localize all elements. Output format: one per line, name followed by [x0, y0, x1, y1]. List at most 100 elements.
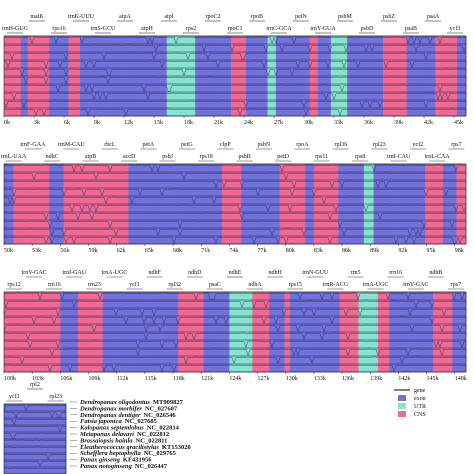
conservation-curve [4, 220, 467, 229]
x-tick-label: 24k [244, 120, 253, 126]
gene-label: petN [295, 14, 307, 20]
conservation-curve [3, 432, 67, 439]
x-tick-label: 21k [214, 120, 223, 126]
gene-label: psbB [238, 154, 250, 160]
x-tick-label: 121k [201, 376, 213, 382]
gene-label: trnY-GUA [310, 26, 336, 32]
x-tick-label: 142k [398, 376, 410, 382]
conservation-curve [3, 164, 466, 173]
gene-label: petD [277, 154, 289, 160]
x-tick-label: 27k [274, 120, 283, 126]
species-accession: NC_022814 [147, 425, 180, 432]
gene-label: rps7 [451, 282, 461, 288]
species-label: Kalopanax septemlobus NC_022814 [79, 425, 180, 432]
legend-label: gene [414, 388, 426, 394]
gene-label: ndhE [229, 270, 242, 276]
species-accession: KF431956 [123, 457, 152, 464]
species-name: Fatsia japonica [80, 418, 122, 425]
conservation-curve [3, 180, 467, 189]
track-frame [3, 403, 67, 474]
x-tick-label: 124k [229, 376, 241, 382]
x-tick-label: 98k [455, 248, 464, 254]
conservation-curve [3, 446, 67, 448]
x-tick-label: 112k [117, 376, 129, 382]
gene-label: clpP [220, 142, 231, 148]
conservation-curve [3, 340, 467, 349]
gene-label: trnA-UGC [363, 282, 389, 288]
gene-label: atpB [85, 154, 96, 160]
gene-label: trnA-UGC [102, 270, 128, 276]
x-tick-label: 0k [4, 120, 10, 126]
gene-label: rbcL [104, 142, 116, 148]
legend-swatch [398, 403, 406, 409]
species-name: Kalopanax septemlobus [79, 425, 144, 432]
gene-label: psbZ [383, 14, 395, 20]
x-tick-label: 53k [32, 248, 41, 254]
x-tick-label: 18k [184, 120, 193, 126]
conservation-curve [4, 228, 467, 237]
species-label: Metapanax delavayi NC_022812 [79, 431, 169, 438]
gene-label: rpl32 [168, 282, 181, 288]
gene-label: trnM-CAU [58, 142, 85, 148]
conservation-curve [3, 292, 467, 301]
conservation-curve [3, 188, 467, 197]
gene-label: matK [30, 14, 44, 20]
legend-label: exon [414, 396, 426, 402]
species-label: Fatsia japonica NC_027685 [80, 418, 158, 425]
species-accession: KT153020 [162, 444, 191, 451]
gene-label: rpoA [296, 142, 309, 148]
gene-label: psaA [427, 14, 440, 20]
gene-label: ndhH [269, 270, 283, 276]
gene-label: rps2 [186, 26, 196, 32]
conservation-curve [4, 453, 67, 461]
conservation-curve [3, 204, 467, 213]
gene-label: trnH-GUG [2, 26, 29, 32]
species-accession: NC_026447 [135, 463, 168, 470]
gene-label: trnR-ACG [323, 282, 349, 288]
gene-label: trnV-GAC [403, 282, 428, 288]
gene-label: rpoB [251, 14, 263, 20]
x-tick-label: 56k [60, 248, 69, 254]
x-tick-label: 50k [4, 248, 13, 254]
species-label: Dendropanax dentiger NC_026546 [79, 412, 176, 419]
gene-label: ndhA [248, 282, 262, 288]
conservation-curve [3, 172, 467, 181]
conservation-curve [3, 411, 67, 419]
x-tick-label: 100k [4, 376, 16, 382]
x-tick-label: 95k [427, 248, 436, 254]
gene-label: ycf2 [9, 393, 20, 400]
conservation-curve [4, 364, 467, 373]
x-tick-label: 115k [145, 376, 157, 382]
gene-label: psbM [338, 14, 352, 20]
species-label: Dendropanax morbifer NC_027607 [79, 405, 178, 412]
conservation-curve [3, 76, 466, 85]
x-tick-label: 42k [424, 120, 433, 126]
conservation-curve [3, 404, 67, 412]
gene-label: trnC-GCA [266, 26, 292, 32]
gene-label: ycf3 [450, 25, 461, 32]
gene-label: rps16 [52, 26, 65, 32]
gene-label: petG [181, 142, 193, 148]
x-tick-label: 30k [304, 120, 313, 126]
gene-label: trnF-GAA [20, 142, 46, 148]
gene-label: rpl23 [49, 394, 62, 400]
species-name: Panax ginseng [80, 457, 121, 464]
x-tick-label: 139k [370, 376, 382, 382]
species-accession: NC_029765 [144, 450, 177, 457]
gene-label: rrn16 [389, 270, 402, 276]
gene-label: ndhF [148, 270, 161, 276]
gene-label: accD [123, 154, 136, 160]
x-tick-label: 74k [229, 248, 238, 254]
species-name: Metapanax delavayi [79, 431, 134, 438]
x-tick-label: 33k [334, 120, 343, 126]
track-frame [3, 163, 467, 245]
x-tick-label: 39k [394, 120, 403, 126]
gene-label: trnL-UAA [1, 154, 27, 160]
conservation-curve [3, 212, 467, 221]
x-tick-label: 130k [286, 376, 298, 382]
gene-label: rpl2 [30, 382, 40, 388]
gene-label: rps15 [289, 282, 302, 288]
conservation-curve [4, 418, 67, 426]
gene-label: petA [143, 142, 155, 148]
